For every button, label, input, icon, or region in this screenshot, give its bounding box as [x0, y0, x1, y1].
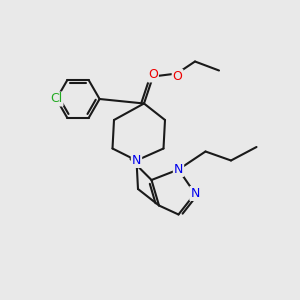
Text: N: N — [190, 187, 200, 200]
Text: N: N — [132, 154, 141, 167]
Text: O: O — [148, 68, 158, 82]
Text: Cl: Cl — [50, 92, 62, 106]
Text: N: N — [174, 163, 183, 176]
Text: O: O — [173, 70, 182, 83]
